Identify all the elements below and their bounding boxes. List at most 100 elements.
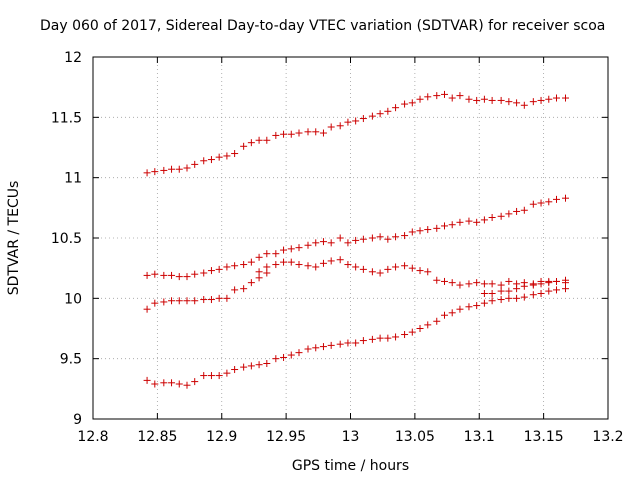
data-point <box>344 339 352 347</box>
data-point <box>488 290 496 298</box>
data-point <box>480 216 488 224</box>
x-tick-label: 13 <box>342 429 360 445</box>
data-point <box>272 131 280 139</box>
data-point <box>344 261 352 269</box>
data-point <box>497 96 505 104</box>
data-point <box>368 234 376 242</box>
data-point <box>151 270 159 278</box>
data-point <box>168 297 176 305</box>
data-point <box>223 369 231 377</box>
data-point <box>562 285 570 293</box>
data-point <box>505 210 513 218</box>
data-point <box>295 129 303 137</box>
data-point <box>215 372 223 380</box>
data-point <box>392 333 400 341</box>
data-point <box>440 222 448 230</box>
data-point <box>295 349 303 357</box>
data-point <box>448 309 456 317</box>
data-point <box>562 279 570 287</box>
y-tick-label: 11 <box>64 171 82 187</box>
data-point <box>401 262 409 270</box>
data-point <box>408 99 416 107</box>
y-tick-label: 9.5 <box>60 352 82 368</box>
data-point <box>352 339 360 347</box>
data-point <box>424 268 432 276</box>
data-point <box>255 253 263 261</box>
data-point <box>240 261 248 269</box>
data-point <box>376 334 384 342</box>
data-point <box>562 194 570 202</box>
data-point <box>183 273 191 281</box>
data-point <box>160 379 168 387</box>
data-point <box>368 112 376 120</box>
data-point <box>327 257 335 265</box>
data-point <box>168 165 176 173</box>
data-point <box>143 305 151 313</box>
data-point <box>488 213 496 221</box>
data-point <box>200 269 208 277</box>
data-point <box>448 279 456 287</box>
data-point <box>392 233 400 241</box>
data-point <box>480 95 488 103</box>
data-point <box>456 218 464 226</box>
data-point <box>295 261 303 269</box>
data-point <box>416 325 424 332</box>
data-point <box>448 94 456 102</box>
data-point <box>223 294 231 302</box>
data-point <box>304 345 312 353</box>
y-tick-label: 10.5 <box>51 231 82 247</box>
data-point <box>480 290 488 298</box>
data-point <box>223 152 231 160</box>
data-point <box>183 297 191 305</box>
data-point <box>215 265 223 273</box>
data-point <box>529 291 537 299</box>
data-point <box>215 153 223 161</box>
data-point <box>545 198 553 206</box>
data-point <box>287 258 295 266</box>
data-point <box>263 269 271 277</box>
data-point <box>151 168 159 176</box>
data-point <box>433 276 441 284</box>
y-tick-label: 10 <box>64 291 82 307</box>
data-point <box>553 286 560 294</box>
y-axis-label: SDTVAR / TECUs <box>6 181 22 296</box>
data-point <box>231 366 239 374</box>
data-point <box>151 380 159 388</box>
data-point <box>480 280 488 288</box>
data-point <box>408 228 416 236</box>
data-point <box>304 128 312 136</box>
data-point <box>440 277 448 285</box>
data-point <box>440 311 448 319</box>
data-point <box>247 362 255 370</box>
data-point <box>545 277 553 285</box>
x-tick-label: 13.2 <box>592 429 623 445</box>
data-point <box>255 136 263 144</box>
data-point <box>433 224 441 232</box>
data-point <box>465 280 473 288</box>
data-point <box>191 378 199 386</box>
data-point <box>263 263 271 271</box>
data-point <box>448 221 456 229</box>
data-point <box>304 241 312 249</box>
data-point <box>529 200 537 208</box>
data-point <box>231 286 239 294</box>
y-tick-label: 11.5 <box>51 110 82 126</box>
data-point <box>312 128 320 136</box>
data-point <box>304 262 312 270</box>
chart-title: Day 060 of 2017, Sidereal Day-to-day VTE… <box>40 18 606 34</box>
data-point <box>272 355 280 363</box>
data-point <box>376 110 384 118</box>
data-point <box>537 199 545 207</box>
data-point <box>529 280 537 288</box>
data-point <box>505 277 513 285</box>
data-point <box>247 258 255 266</box>
data-point <box>433 92 441 100</box>
data-point <box>344 118 352 126</box>
data-point <box>553 195 560 203</box>
data-point <box>465 95 473 103</box>
data-point <box>456 92 464 100</box>
data-point <box>408 264 416 272</box>
data-point <box>312 263 320 271</box>
data-point <box>200 296 208 304</box>
data-point <box>416 95 424 103</box>
